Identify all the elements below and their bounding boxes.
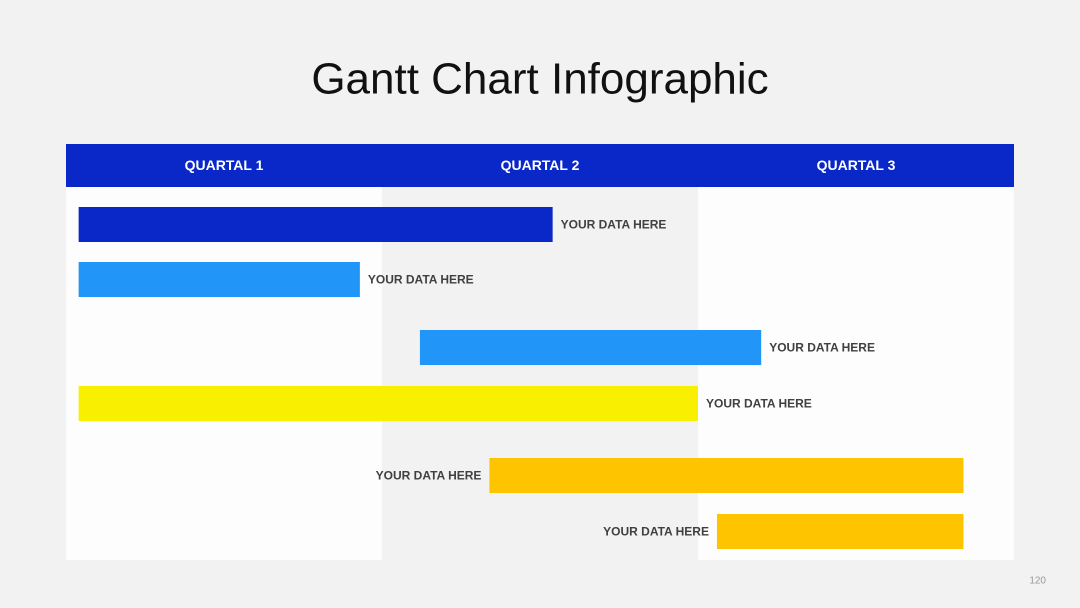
header-band — [66, 144, 1014, 187]
task-label: YOUR DATA HERE — [769, 341, 875, 355]
task-bar — [78, 262, 360, 297]
column-background — [698, 187, 1014, 560]
column-background — [382, 187, 698, 560]
task-label: YOUR DATA HERE — [561, 218, 667, 232]
page-number: 120 — [1029, 576, 1046, 587]
task-label: YOUR DATA HERE — [706, 397, 812, 411]
column-background — [66, 187, 382, 560]
chart-title: Gantt Chart Infographic — [311, 55, 768, 104]
task-bar — [419, 330, 762, 365]
task-label: YOUR DATA HERE — [376, 469, 482, 483]
column-header: QUARTAL 3 — [817, 157, 896, 173]
task-bar — [489, 458, 964, 493]
task-label: YOUR DATA HERE — [603, 525, 709, 539]
column-header: QUARTAL 1 — [185, 157, 264, 173]
task-bar — [78, 386, 698, 421]
task-bar — [78, 207, 553, 242]
column-header: QUARTAL 2 — [501, 157, 580, 173]
task-label: YOUR DATA HERE — [368, 273, 474, 287]
task-bar — [716, 514, 964, 549]
